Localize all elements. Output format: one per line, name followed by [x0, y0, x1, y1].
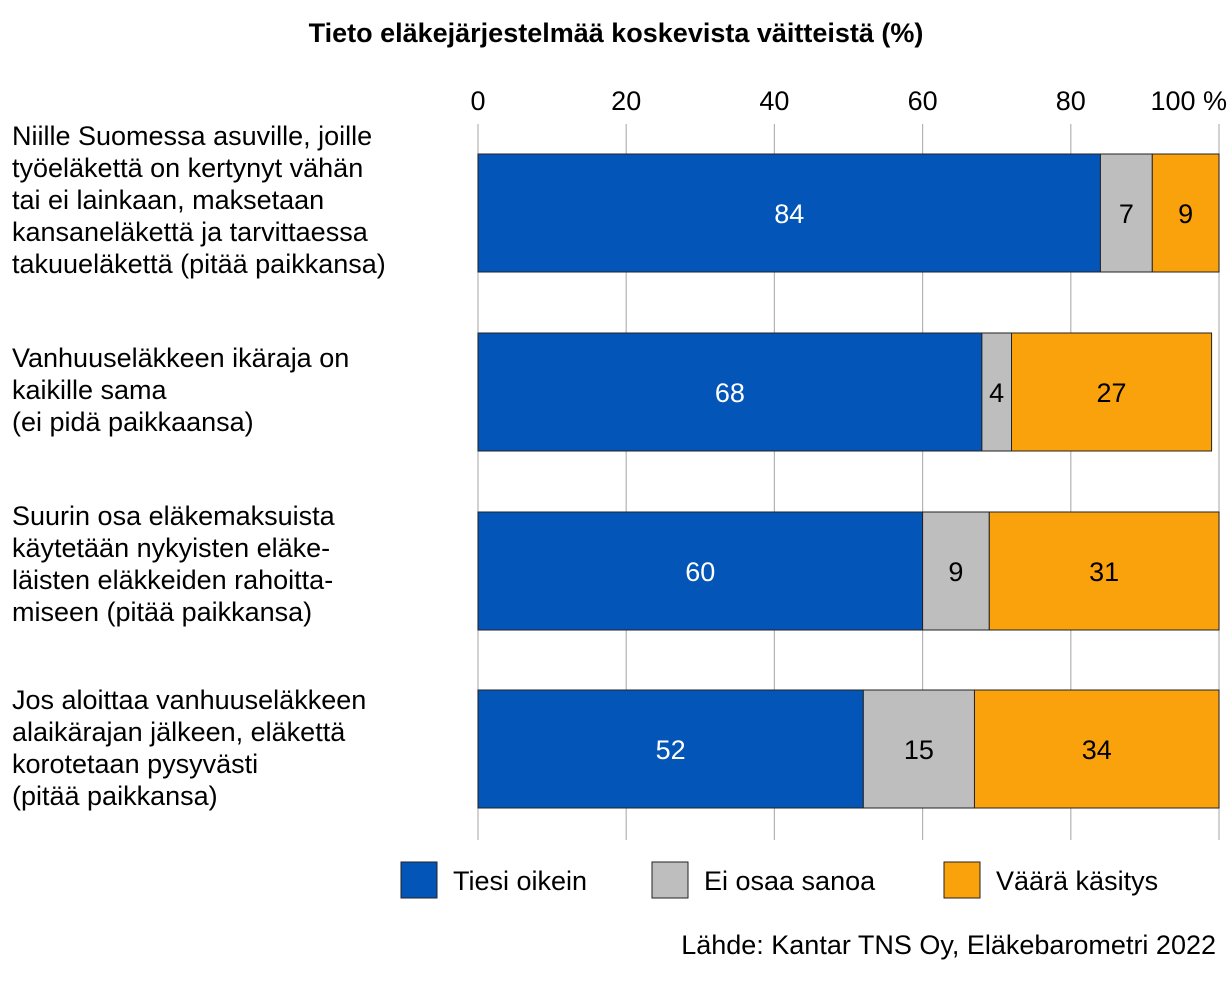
- bar-3-series-1: [477, 511, 924, 631]
- category-label-2: Vanhuuseläkkeen ikäraja on kaikille sama…: [12, 343, 350, 437]
- data-label: 84: [774, 199, 804, 229]
- category-label-4: Jos aloittaa vanhuuseläkkeen alaikärajan…: [12, 685, 367, 811]
- data-label: 9: [1178, 199, 1193, 229]
- data-label: 4: [989, 378, 1004, 408]
- x-tick-label: 100 %: [1150, 86, 1227, 116]
- bar-2-series-3: [1011, 332, 1213, 452]
- bar-3-series-3: [988, 511, 1220, 631]
- x-tick-label: 80: [1056, 86, 1086, 116]
- data-label: 52: [656, 735, 686, 765]
- legend-swatch-2: [651, 861, 689, 899]
- x-tick-label: 20: [611, 86, 641, 116]
- bar-4-series-1: [477, 689, 864, 809]
- data-label: 9: [948, 557, 963, 587]
- category-label-1: Niille Suomessa asuville, joille työeläk…: [12, 121, 386, 279]
- data-label: 15: [904, 735, 934, 765]
- legend-label-1: Tiesi oikein: [453, 866, 587, 896]
- legend-label-2: Ei osaa sanoa: [704, 866, 876, 896]
- x-tick-label: 60: [908, 86, 938, 116]
- data-label: 68: [715, 378, 745, 408]
- category-label-3: Suurin osa eläkemaksuista käytetään nyky…: [12, 501, 335, 627]
- data-label: 34: [1082, 735, 1112, 765]
- data-label: 60: [685, 557, 715, 587]
- bar-2-series-2: [981, 332, 1013, 452]
- source-note: Lähde: Kantar TNS Oy, Eläkebarometri 202…: [681, 930, 1216, 960]
- bar-1-series-3: [1151, 153, 1220, 273]
- x-tick-label: 40: [759, 86, 789, 116]
- bar-1-series-1: [477, 153, 1101, 273]
- bar-4-series-3: [973, 689, 1220, 809]
- data-label: 31: [1089, 557, 1119, 587]
- x-tick-label: 0: [470, 86, 485, 116]
- legend-swatch-1: [400, 861, 438, 899]
- bar-2-series-1: [477, 332, 983, 452]
- bar-4-series-2: [862, 689, 975, 809]
- legend-swatch-3: [943, 861, 981, 899]
- data-label: 27: [1097, 378, 1127, 408]
- legend-label-3: Väärä käsitys: [996, 866, 1158, 896]
- data-label: 7: [1119, 199, 1134, 229]
- bar-3-series-2: [922, 511, 990, 631]
- chart-title: Tieto eläkejärjestelmää koskevista väitt…: [308, 18, 924, 48]
